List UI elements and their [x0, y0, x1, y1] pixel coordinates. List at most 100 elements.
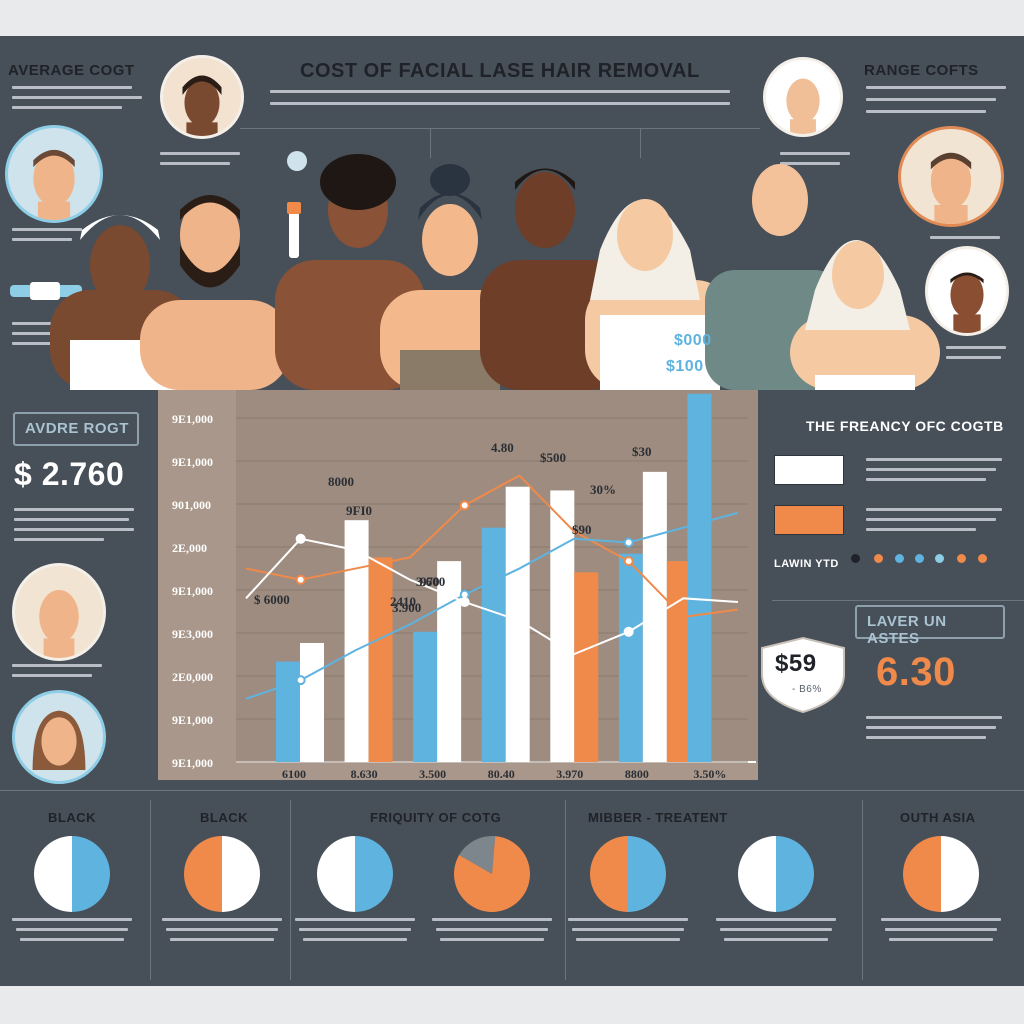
x-tick-label: 8800 — [625, 767, 649, 780]
portrait-icon — [898, 126, 1004, 227]
x-tick-label: 8.630 — [351, 767, 378, 780]
text-placeholder — [866, 478, 986, 481]
text-placeholder — [12, 674, 92, 677]
text-placeholder — [12, 86, 132, 89]
text-placeholder — [12, 238, 72, 241]
pie-slice — [355, 836, 393, 912]
line-series — [245, 511, 739, 700]
overlay-tag: $100 — [666, 358, 704, 375]
text-placeholder — [14, 538, 104, 541]
text-placeholder — [295, 918, 415, 921]
bar — [618, 553, 643, 762]
text-placeholder — [12, 106, 122, 109]
legend-swatch-orange — [774, 505, 844, 535]
data-label: 4.80 — [491, 440, 514, 455]
legend-dot — [978, 554, 987, 563]
bar — [276, 661, 300, 762]
text-placeholder — [270, 90, 730, 93]
average-cost-label: AVERAGE COGT — [8, 62, 135, 79]
portrait-icon — [12, 690, 106, 784]
segment-label: OUTH ASIA — [900, 810, 976, 825]
segment-label: BLACK — [48, 810, 96, 825]
pie-slice — [34, 836, 72, 912]
people-group-illustration — [50, 154, 940, 390]
pie-row — [34, 836, 979, 912]
text-placeholder — [14, 508, 134, 511]
laser-pen-icon — [287, 202, 301, 258]
pie-slice — [941, 836, 979, 912]
y-tick-label: 9E1,000 — [172, 756, 213, 770]
pie-slice — [590, 836, 628, 912]
bar — [437, 561, 462, 762]
divider — [0, 790, 1024, 791]
y-tick-label: 9E3,000 — [172, 627, 213, 641]
text-placeholder — [780, 162, 840, 165]
x-tick-label: 3.500 — [419, 767, 446, 780]
text-placeholder — [866, 468, 996, 471]
legend-dot — [851, 554, 860, 563]
text-placeholder — [885, 928, 997, 931]
y-tick-label: 9E1,000 — [172, 584, 213, 598]
text-placeholder — [12, 664, 102, 667]
text-placeholder — [780, 152, 850, 155]
text-placeholder — [16, 928, 128, 931]
price-badge-icon — [761, 636, 845, 714]
average-cost-value: $ 2.760 — [14, 456, 125, 492]
line-point — [459, 597, 470, 608]
data-label: 30% — [590, 482, 616, 497]
text-placeholder — [576, 938, 680, 941]
x-tick-label: 6100 — [282, 767, 306, 780]
text-placeholder — [12, 918, 132, 921]
connector-line — [240, 128, 760, 129]
text-placeholder — [20, 938, 124, 941]
stat-label-box: AVDRE ROGT — [13, 412, 139, 446]
text-placeholder — [14, 528, 134, 531]
line-point — [623, 556, 634, 567]
pie-slice — [903, 836, 941, 912]
bar — [687, 393, 712, 762]
data-label: 3.900 — [392, 600, 421, 615]
line-point — [295, 533, 306, 544]
line-point — [295, 675, 306, 686]
text-placeholder — [866, 518, 996, 521]
text-placeholder — [866, 528, 976, 531]
legend-dot — [915, 554, 924, 563]
text-placeholder — [162, 918, 282, 921]
page-title: COST OF FACIAL LASE HAIR REMOVAL — [300, 60, 700, 82]
cost-chart: 9E1,000 9E1,000 901,000 2E,000 9E1,000 9E3,00… — [158, 390, 758, 780]
data-label: $30 — [632, 444, 652, 459]
pie-slice — [222, 836, 260, 912]
overlay-tag: $000 — [674, 332, 712, 349]
text-placeholder — [12, 228, 82, 231]
text-placeholder — [866, 86, 1006, 89]
bar — [481, 527, 506, 762]
divider — [150, 800, 151, 980]
pie-slice — [628, 836, 666, 912]
portrait-icon — [5, 125, 103, 223]
bar — [300, 642, 324, 762]
text-placeholder — [170, 938, 274, 941]
text-placeholder — [946, 346, 1006, 349]
text-placeholder — [724, 938, 828, 941]
data-label: $ 6000 — [254, 592, 290, 607]
pie-slice — [459, 836, 496, 874]
pie-slice — [317, 836, 355, 912]
divider — [772, 600, 1024, 601]
line-series — [245, 537, 739, 656]
text-placeholder — [303, 938, 407, 941]
text-placeholder — [436, 928, 548, 931]
text-placeholder — [270, 102, 730, 105]
text-placeholder — [881, 918, 1001, 921]
legend-dot — [957, 554, 966, 563]
data-label: 9FI0 — [346, 503, 372, 518]
badge-value: $59 — [775, 650, 817, 677]
connector-line — [640, 128, 641, 158]
x-tick-label: 3.50% — [693, 767, 726, 780]
text-placeholder — [866, 98, 996, 101]
line-series — [245, 474, 739, 618]
y-tick-label: 9E1,000 — [172, 713, 213, 727]
text-placeholder — [160, 162, 230, 165]
legend-note: LAWIN YTD — [774, 558, 839, 570]
legend-dot — [874, 554, 883, 563]
data-label: 2410 — [390, 594, 416, 609]
